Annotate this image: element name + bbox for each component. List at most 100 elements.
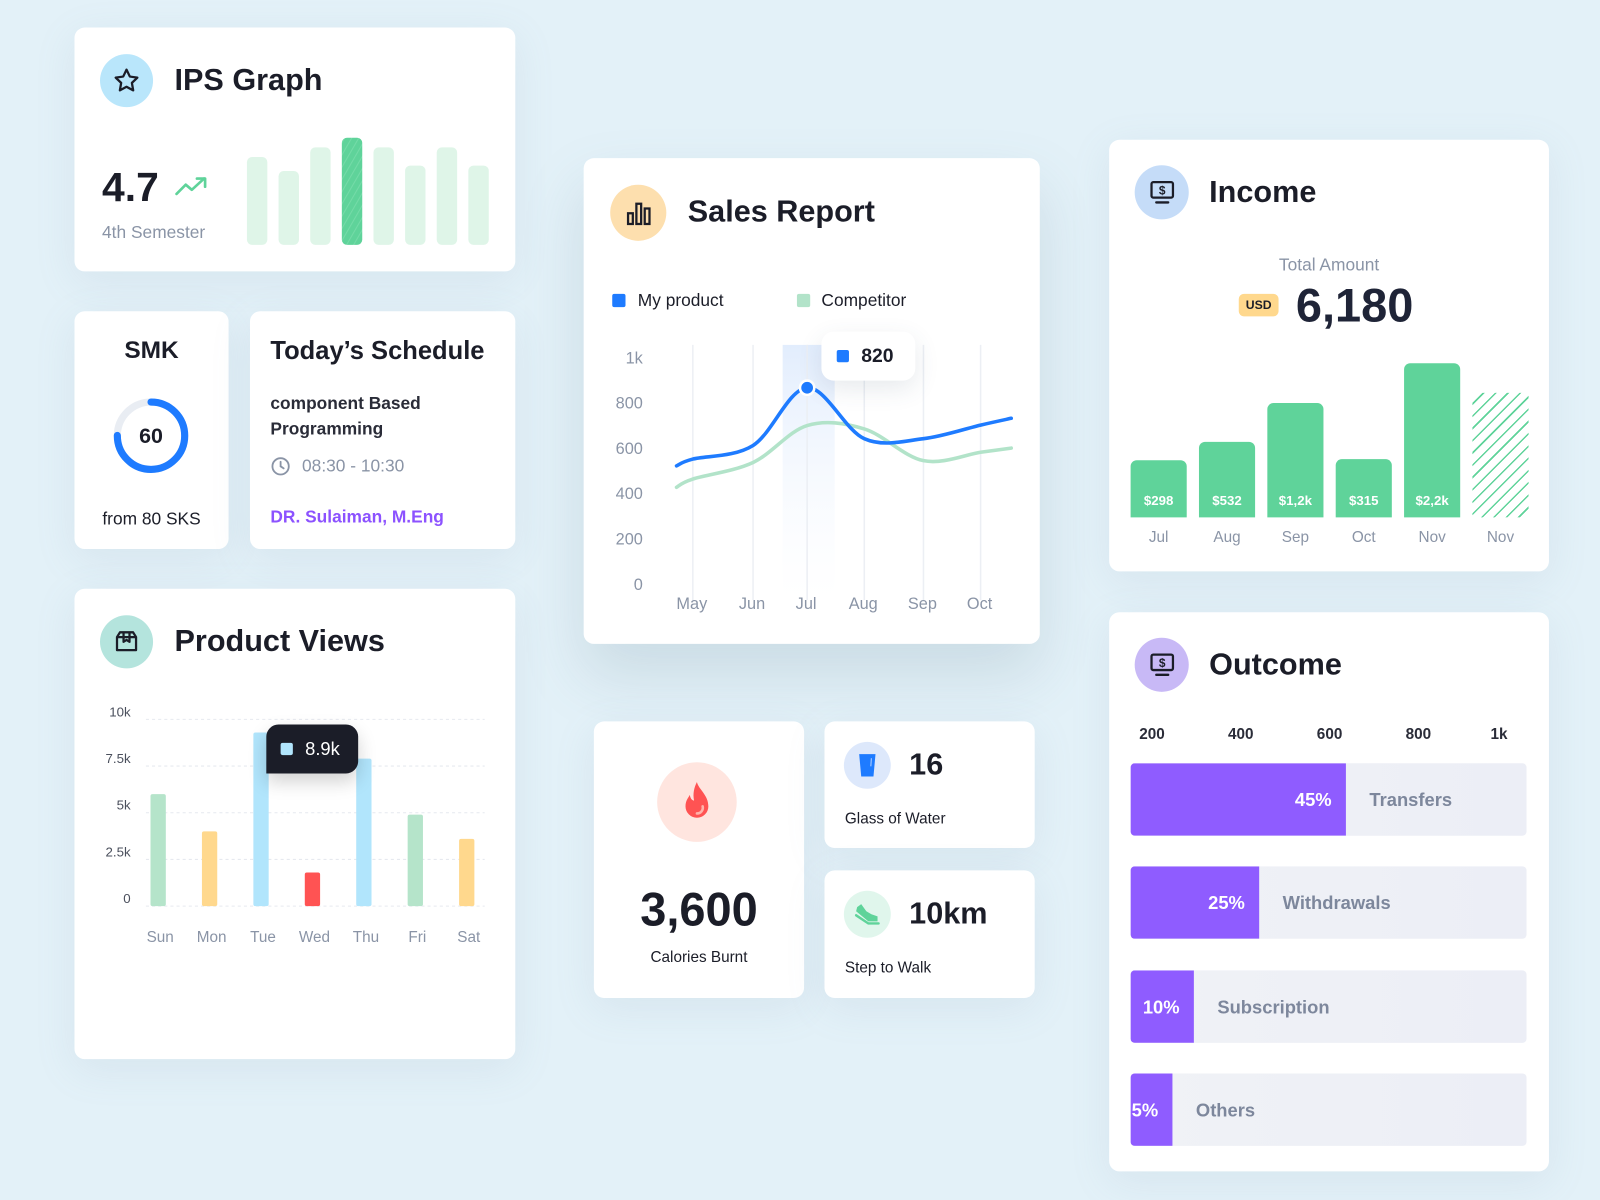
legend-label: Competitor: [821, 290, 907, 311]
x-tick-label: Oct: [967, 595, 993, 613]
ips-value: 4.7: [102, 165, 159, 211]
bar-chart-icon: [610, 184, 667, 241]
card-title: SMK: [124, 336, 179, 365]
ips-bar[interactable]: [436, 147, 458, 245]
water-value: 16: [909, 747, 944, 782]
course-name-line2: Programming: [270, 419, 384, 439]
ips-bar[interactable]: [468, 165, 489, 245]
currency-badge: USD: [1238, 293, 1279, 317]
star-icon: [99, 54, 154, 108]
income-bar[interactable]: $1,2k: [1267, 403, 1324, 518]
ips-bar[interactable]: [246, 157, 268, 245]
card-title: Outcome: [1209, 647, 1342, 682]
total-amount-label: Total Amount: [1278, 255, 1380, 275]
axis-label: 200: [1139, 725, 1165, 743]
x-tick-label: Sun: [147, 929, 174, 946]
income-bar[interactable]: $2,2k: [1404, 363, 1461, 518]
ips-bar[interactable]: [310, 147, 331, 245]
legend-swatch: [612, 293, 626, 308]
ips-bar-highlighted[interactable]: [341, 137, 363, 245]
x-tick-label: Sat: [457, 929, 481, 946]
income-bar-label: $1,2k: [1278, 492, 1312, 509]
lecturer-link[interactable]: DR. Sulaiman, M.Eng: [270, 507, 444, 527]
data-point-highlighted[interactable]: [798, 379, 816, 397]
walk-label: Step to Walk: [844, 959, 932, 977]
course-name-line1: component Based: [270, 393, 421, 414]
smk-value: 60: [139, 424, 163, 448]
outcome-row-withdrawals[interactable]: 25% Withdrawals: [1130, 866, 1527, 939]
bar-sat[interactable]: [459, 838, 475, 907]
ips-bar[interactable]: [278, 170, 299, 245]
outcome-fill: [1130, 1073, 1173, 1146]
outcome-row-others[interactable]: 5% Others: [1130, 1073, 1527, 1146]
card-title: Product Views: [174, 624, 385, 659]
income-bar-label: $532: [1212, 492, 1242, 509]
y-tick-label: 5k: [117, 798, 131, 813]
schedule-time: 08:30 - 10:30: [302, 456, 405, 476]
calories-card: 3,600 Calories Burnt: [593, 721, 805, 998]
legend-label: My product: [637, 290, 724, 311]
bar-thu[interactable]: [356, 758, 372, 907]
card-title: Income: [1209, 175, 1317, 210]
income-bar-label: $315: [1349, 492, 1379, 509]
income-bar-projected[interactable]: [1472, 392, 1529, 518]
income-bar[interactable]: $315: [1335, 459, 1392, 518]
schedule-card: Today’s Schedule component Based Program…: [249, 311, 516, 549]
income-bar[interactable]: $532: [1198, 441, 1256, 518]
outcome-fill: [1130, 866, 1260, 939]
card-title: Sales Report: [687, 194, 875, 229]
y-tick-label: 7.5k: [106, 751, 131, 766]
card-title: Today’s Schedule: [270, 336, 485, 366]
box-icon: [99, 615, 154, 669]
income-bar[interactable]: $298: [1130, 460, 1187, 518]
x-tick-label: May: [676, 595, 708, 613]
outcome-percent: 5%: [1131, 1099, 1159, 1121]
sales-report-card: Sales Report My product Competitor May Ju…: [583, 158, 1040, 644]
y-tick-label: 400: [616, 485, 643, 503]
clock-icon: [271, 457, 290, 476]
monitor-dollar-icon: $: [1134, 165, 1189, 220]
x-tick-label: Nov: [1486, 528, 1515, 546]
y-tick-label: 0: [123, 891, 130, 906]
calories-value: 3,600: [640, 882, 758, 936]
income-card: $ Income Total Amount USD 6,180 $298 Jul $…: [1109, 139, 1549, 572]
bar-wed[interactable]: [304, 872, 321, 907]
outcome-fill: [1130, 763, 1346, 836]
y-tick-label: 2.5k: [106, 844, 131, 859]
outcome-label: Transfers: [1369, 789, 1453, 811]
svg-text:$: $: [1158, 183, 1165, 197]
bar-mon[interactable]: [201, 831, 218, 907]
tooltip-value: 8.9k: [305, 738, 340, 760]
income-bar-label: $2,2k: [1415, 492, 1449, 509]
bar-tue[interactable]: [253, 732, 269, 907]
ips-bar[interactable]: [405, 165, 426, 245]
y-tick-label: 800: [616, 395, 643, 413]
axis-label: 1k: [1490, 725, 1508, 743]
y-tick-label: 0: [634, 576, 643, 594]
axis-label: 800: [1405, 725, 1432, 743]
bar-sun[interactable]: [150, 794, 166, 907]
x-tick-label: Jul: [1148, 528, 1169, 546]
outcome-row-transfers[interactable]: 45% Transfers: [1130, 763, 1527, 836]
bar-fri[interactable]: [407, 814, 423, 907]
axis-label: 400: [1228, 725, 1254, 743]
tooltip-swatch: [280, 742, 293, 756]
x-tick-label: Wed: [299, 929, 330, 946]
smk-progress-arc: [113, 398, 189, 473]
shoe-icon: [843, 890, 891, 938]
tooltip-value: 820: [861, 345, 894, 368]
legend-swatch: [796, 293, 811, 308]
ips-graph-card: IPS Graph 4.7 4th Semester: [74, 27, 516, 272]
outcome-row-subscription[interactable]: 10% Subscription: [1130, 970, 1527, 1043]
chart-tooltip: 8.9k: [266, 724, 359, 774]
y-tick-label: 200: [616, 530, 643, 548]
x-tick-label: Jul: [796, 595, 817, 613]
x-tick-label: Sep: [908, 595, 937, 613]
income-total: 6,180: [1295, 278, 1414, 332]
x-tick-label: Fri: [408, 929, 426, 946]
ips-bar[interactable]: [373, 147, 394, 245]
income-bar-chart: $298 Jul $532 Aug $1,2k Sep $315 Oct $2,2k Nov Nov: [1109, 140, 1549, 572]
x-tick-label: Aug: [1213, 528, 1241, 546]
outcome-percent: 25%: [1208, 892, 1245, 914]
x-tick-label: Oct: [1351, 528, 1376, 546]
